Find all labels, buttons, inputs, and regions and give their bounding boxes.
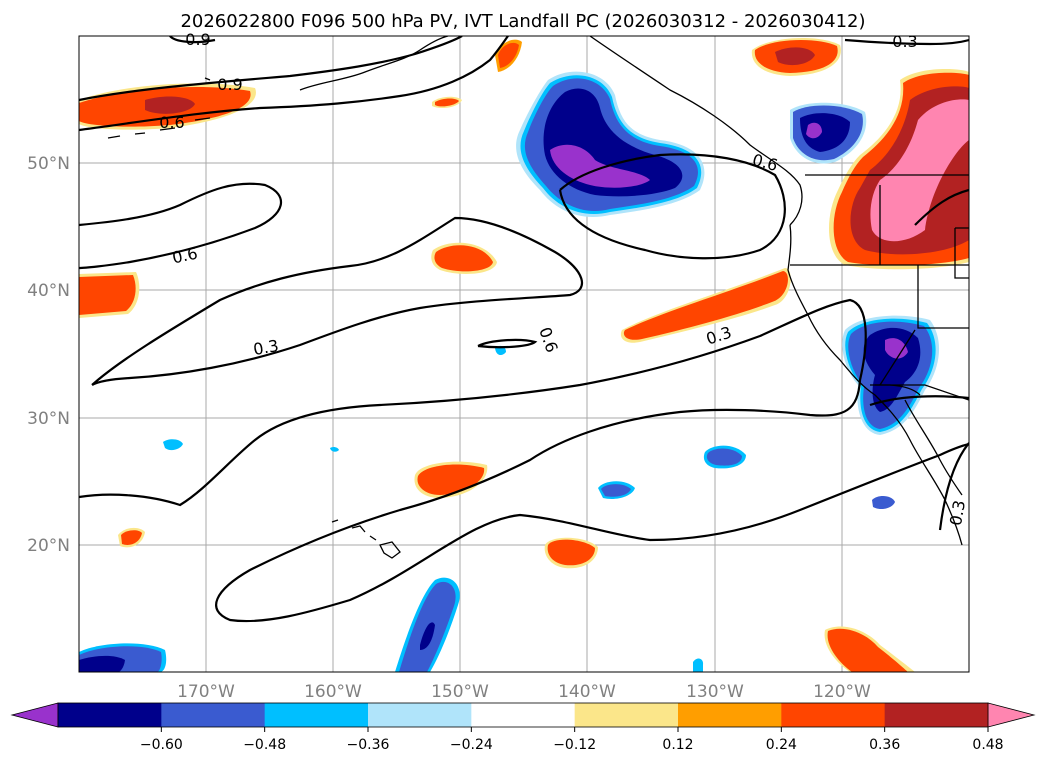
negative-anomaly-south-streamer xyxy=(395,577,460,672)
lat-label-20n: 20°N xyxy=(27,536,70,556)
positive-anomaly-west-edge xyxy=(79,272,140,318)
contour-labels: 0.9 0.9 0.6 0.6 0.3 0.6 0.3 0.3 0.3 0.6 xyxy=(159,30,969,527)
contour-0.9-north xyxy=(79,36,463,102)
colorbar-ticks: −0.60 −0.48 −0.36 −0.24 −0.12 0.12 0.24 0.36 0.4… xyxy=(140,727,1004,753)
contour-0.6-north xyxy=(79,36,509,132)
colorbar-tick-label: −0.60 xyxy=(140,737,183,753)
lon-label-130w: 130°W xyxy=(686,682,744,702)
aleutian-islands xyxy=(107,77,211,139)
colorbar-tick-label: 0.12 xyxy=(662,737,693,753)
colorbar-tick-label: 0.36 xyxy=(869,737,900,753)
colorbar-segment xyxy=(884,703,989,727)
positive-anomaly-northwest xyxy=(79,83,256,130)
us-west-coast xyxy=(787,224,963,546)
contour-0.9-top xyxy=(169,36,216,44)
colorbar-tick-label: 0.24 xyxy=(766,737,797,753)
alaska-coast xyxy=(299,36,449,91)
contour-label-1: 0.9 xyxy=(217,75,242,94)
contour-0.6-northeast xyxy=(914,188,969,226)
lon-label-170w: 170°W xyxy=(177,682,235,702)
map-frame xyxy=(78,35,970,673)
colorbar-extend-high xyxy=(987,702,1036,728)
colorbar-tick-label: −0.12 xyxy=(553,737,596,753)
lat-label-50n: 50°N xyxy=(27,154,70,174)
contour-0.3-south xyxy=(79,298,969,623)
colorbar-segment xyxy=(368,703,472,727)
contour-label-7: 0.3 xyxy=(892,32,917,51)
positive-anomaly-central xyxy=(431,242,497,274)
contour-0.6-alaska-loop xyxy=(558,153,786,260)
lat-label-30n: 30°N xyxy=(27,409,70,429)
contour-0.6-loop xyxy=(79,182,283,270)
contour-label-8: 0.3 xyxy=(946,499,969,527)
coastlines xyxy=(107,36,969,559)
map-panel: 0.9 0.9 0.6 0.6 0.3 0.6 0.3 0.3 0.3 0.6 xyxy=(78,30,970,673)
mexico-border xyxy=(875,384,921,396)
positive-anomaly-landfall-band xyxy=(620,268,791,343)
colorbar-extend-low xyxy=(10,702,59,728)
contour-0.6-small xyxy=(477,338,538,349)
colorbar-segment xyxy=(161,703,266,727)
map-title: 2026022800 F096 500 hPa PV, IVT Landfall… xyxy=(180,11,865,32)
contour-label-4: 0.3 xyxy=(252,336,280,359)
latitude-labels: 50°N 40°N 30°N 20°N xyxy=(27,154,70,556)
colorbar-tick-label: −0.36 xyxy=(347,737,390,753)
positive-anomaly-small-top xyxy=(432,39,522,108)
colorbar-tick-label: −0.24 xyxy=(450,737,493,753)
alaska-panhandle-coast xyxy=(589,36,803,226)
lon-label-150w: 150°W xyxy=(431,682,489,702)
colorbar-segment xyxy=(678,703,782,727)
contour-0.3-northeast xyxy=(844,38,969,46)
lat-label-40n: 40°N xyxy=(27,281,70,301)
contour-label-3: 0.6 xyxy=(170,244,199,268)
colorbar-segment xyxy=(58,703,162,727)
hawaii-islands xyxy=(331,519,401,559)
colorbar-segment xyxy=(471,703,576,727)
positive-anomaly-north-top xyxy=(751,37,841,76)
lon-label-120w: 120°W xyxy=(813,682,871,702)
negative-anomaly-gulf-of-alaska xyxy=(516,71,705,218)
lon-label-160w: 160°W xyxy=(304,682,362,702)
negative-anomaly-southwest xyxy=(79,643,167,672)
colorbar-segment xyxy=(264,703,369,727)
lon-label-140w: 140°W xyxy=(558,682,616,702)
contour-0.3-main xyxy=(91,216,583,386)
colorbar-tick-label: −0.48 xyxy=(243,737,286,753)
negative-anomalies xyxy=(79,71,940,672)
colorbar-segments xyxy=(58,703,989,727)
colorbar-segment xyxy=(574,703,679,727)
colorbar-tick-label: 0.48 xyxy=(972,737,1003,753)
colorbar: −0.60 −0.48 −0.36 −0.24 −0.12 0.12 0.24 0.36 0.4… xyxy=(10,702,1036,753)
colorbar-frame xyxy=(57,702,989,728)
us-states-border xyxy=(790,185,969,401)
contour-label-2: 0.6 xyxy=(159,113,184,132)
negative-anomaly-canada xyxy=(790,102,867,164)
colorbar-segment xyxy=(781,703,886,727)
contour-label-0: 0.9 xyxy=(185,30,210,49)
longitude-labels: 170°W 160°W 150°W 140°W 130°W 120°W xyxy=(177,682,871,702)
baja-coast xyxy=(904,399,963,496)
